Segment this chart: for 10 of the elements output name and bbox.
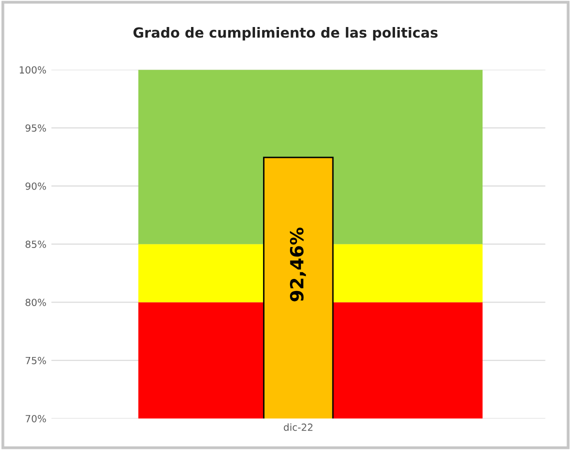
y-tick-label: 70% <box>26 414 46 422</box>
x-tick-label: dic-22 <box>284 423 312 431</box>
y-tick-label: 80% <box>26 298 46 306</box>
y-tick-label: 75% <box>26 356 46 364</box>
chart-title: Grado de cumplimiento de las politicas <box>133 27 438 40</box>
y-tick-label: 95% <box>26 124 46 132</box>
y-tick-label: 90% <box>26 182 46 190</box>
y-tick-label: 100% <box>20 66 46 74</box>
data-label: 92,46% <box>290 228 306 302</box>
y-tick-label: 85% <box>26 240 46 248</box>
